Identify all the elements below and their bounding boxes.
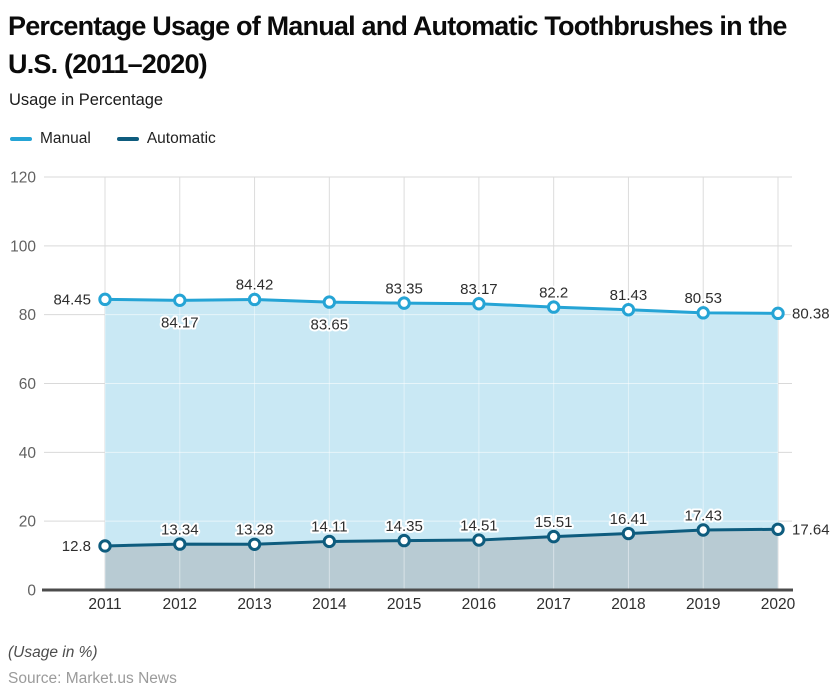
data-point-manual-2016[interactable]	[472, 297, 486, 311]
data-label-manual-2019: 80.53	[684, 290, 722, 307]
manual-line-swatch	[10, 137, 32, 141]
data-point-automatic-2012[interactable]	[173, 537, 187, 551]
automatic-line-swatch	[116, 137, 139, 141]
chart-title: Percentage Usage of Manual and Automatic…	[8, 11, 787, 79]
data-label-automatic-2018: 16.41	[610, 511, 648, 528]
y-tick-label: 100	[10, 238, 36, 255]
data-label-automatic-2015: 14.35	[385, 518, 423, 535]
data-point-automatic-2020[interactable]	[771, 522, 785, 536]
x-tick-label-2014: 2014	[312, 596, 347, 613]
series-line-manual	[103, 297, 780, 315]
data-point-manual-2014[interactable]	[322, 295, 337, 309]
data-label-manual-2011: 84.45	[53, 292, 91, 309]
data-label-automatic-2019: 17.43	[684, 507, 722, 524]
data-label-manual-2015: 83.35	[385, 280, 423, 297]
data-point-manual-2012[interactable]	[173, 293, 187, 308]
legend-label-manual: Manual	[40, 130, 91, 147]
data-label-automatic-2011: 12.8	[62, 538, 91, 555]
x-tick-label-2016: 2016	[462, 596, 496, 613]
chart-legend: Manual Automatic	[10, 130, 216, 148]
data-label-manual-2018: 81.43	[610, 287, 648, 304]
x-tick-label-2018: 2018	[611, 596, 645, 613]
data-label-automatic-2020: 17.64	[792, 522, 830, 539]
data-point-manual-2013[interactable]	[247, 292, 262, 307]
data-point-automatic-2017[interactable]	[546, 529, 561, 544]
data-point-automatic-2015[interactable]	[397, 533, 411, 548]
y-tick-label: 60	[19, 376, 37, 393]
data-point-automatic-2014[interactable]	[322, 534, 337, 549]
data-point-manual-2018[interactable]	[621, 303, 636, 317]
data-point-manual-2011[interactable]	[98, 292, 112, 307]
data-point-automatic-2013[interactable]	[247, 537, 262, 551]
data-label-manual-2014: 83.65	[311, 316, 349, 333]
data-point-automatic-2019[interactable]	[696, 523, 710, 537]
legend-label-automatic: Automatic	[146, 130, 216, 147]
data-label-manual-2013: 84.42	[236, 277, 274, 294]
data-label-automatic-2017: 15.51	[535, 514, 573, 531]
x-tick-label-2017: 2017	[536, 596, 570, 613]
data-label-automatic-2013: 13.28	[236, 522, 274, 539]
data-label-automatic-2012: 13.34	[161, 521, 199, 538]
data-point-automatic-2011[interactable]	[98, 539, 112, 553]
x-tick-label-2011: 2011	[88, 596, 121, 613]
series-line-automatic	[103, 527, 780, 548]
data-point-manual-2015[interactable]	[397, 296, 411, 310]
legend-item-automatic[interactable]: Automatic	[116, 130, 216, 148]
x-tick-label-2020: 2020	[761, 596, 796, 613]
y-tick-label: 0	[27, 582, 36, 599]
data-point-automatic-2016[interactable]	[472, 533, 486, 547]
usage-area-chart: 84.45 84.17 84.42 83.65 83.35 83.17 82.2 81.43 8…	[10, 169, 831, 613]
y-tick-label: 40	[19, 445, 37, 462]
area-fill-manual	[105, 299, 778, 590]
source-credit: Source: Market.us News	[8, 670, 177, 687]
data-label-manual-2016: 83.17	[460, 281, 498, 298]
chart-subtitle: Usage in Percentage	[9, 91, 164, 109]
y-tick-label: 80	[19, 307, 37, 324]
gridlines-overlay	[105, 299, 778, 590]
data-label-automatic-2014: 14.11	[311, 519, 347, 536]
legend-item-manual[interactable]: Manual	[10, 130, 91, 148]
usage-unit-note: (Usage in %)	[8, 644, 98, 661]
y-tick-label: 120	[10, 169, 36, 186]
y-tick-label: 20	[19, 514, 37, 531]
x-tick-label-2015: 2015	[387, 596, 421, 613]
data-point-automatic-2018[interactable]	[621, 526, 636, 541]
x-tick-label-2013: 2013	[237, 596, 271, 613]
data-label-manual-2020: 80.38	[792, 306, 830, 323]
data-label-automatic-2016: 14.51	[460, 517, 498, 534]
data-label-manual-2012: 84.17	[161, 315, 199, 332]
x-tick-label-2019: 2019	[686, 596, 720, 613]
x-tick-label-2012: 2012	[163, 596, 197, 613]
data-point-manual-2017[interactable]	[546, 300, 561, 314]
data-point-manual-2019[interactable]	[696, 306, 710, 320]
data-point-manual-2020[interactable]	[771, 306, 785, 321]
data-label-manual-2017: 82.2	[539, 284, 568, 301]
